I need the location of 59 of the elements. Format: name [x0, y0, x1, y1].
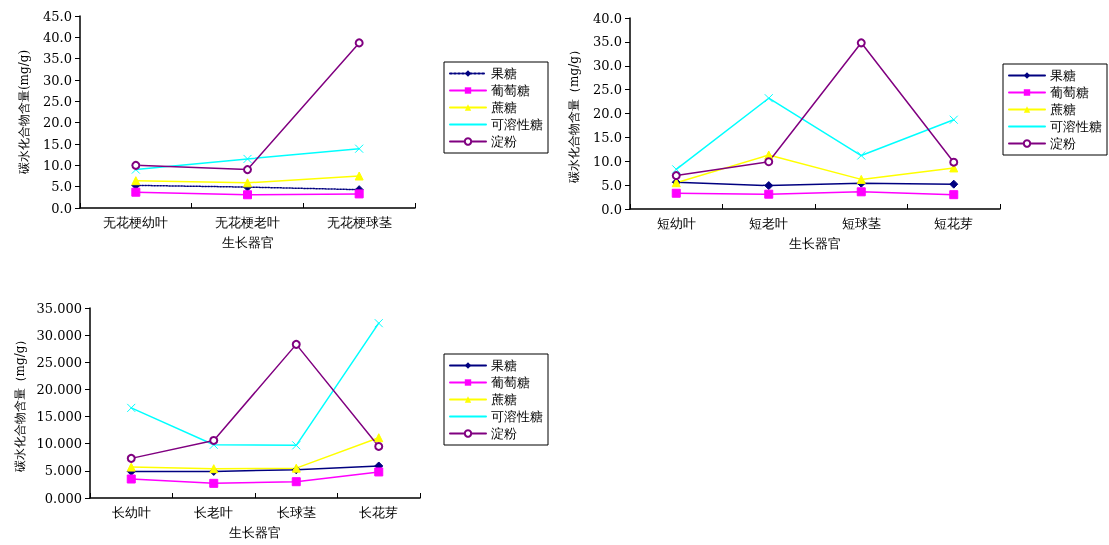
x-tick-label: 无花梗球茎	[326, 215, 392, 230]
legend-label: 葡萄糖	[1050, 85, 1089, 100]
y-tick-label: 20.000	[36, 381, 82, 397]
y-tick-label: 30.0	[43, 72, 72, 88]
y-tick-label: 5.000	[44, 463, 82, 479]
legend-label: 果糖	[491, 66, 517, 81]
x-tick-label: 长老叶	[194, 505, 234, 520]
legend-label: 淀粉	[491, 134, 517, 149]
y-tick-label: 35.0	[593, 34, 622, 50]
y-tick-label: 10.000	[36, 436, 82, 452]
x-tick-label: 短球茎	[841, 216, 881, 231]
y-tick-label: 10.0	[593, 153, 622, 169]
x-tick-label: 短幼叶	[656, 216, 696, 231]
y-tick-label: 40.0	[43, 29, 72, 45]
x-tick-label: 短花芽	[934, 216, 974, 231]
y-tick-label: 35.000	[36, 300, 82, 316]
x-tick-label: 长球茎	[276, 505, 316, 520]
y-tick-label: 15.000	[36, 409, 82, 425]
y-tick-label: 25.0	[593, 82, 622, 98]
legend-label: 淀粉	[491, 426, 517, 441]
legend-label: 可溶性糖	[491, 409, 543, 424]
x-tick-label: 长幼叶	[111, 505, 151, 520]
y-tick-label: 10.0	[43, 157, 72, 173]
x-tick-label: 短老叶	[749, 216, 789, 231]
y-tick-label: 20.0	[43, 115, 72, 131]
y-tick-label: 40.0	[593, 10, 622, 26]
y-tick-label: 15.0	[593, 129, 622, 145]
y-tick-label: 0.000	[44, 490, 82, 506]
legend-label: 淀粉	[1050, 136, 1076, 151]
x-axis-title: 生长器官	[221, 235, 274, 250]
y-tick-label: 15.0	[43, 136, 72, 152]
y-tick-label: 30.000	[36, 327, 82, 343]
y-tick-label: 20.0	[593, 106, 622, 121]
y-tick-label: 25.0	[43, 93, 72, 109]
y-axis-title: 碳水化合物含量（mg/g）	[567, 44, 581, 184]
y-tick-label: 35.0	[43, 51, 72, 67]
legend-label: 蔗糖	[491, 392, 517, 407]
x-axis-title: 生长器官	[789, 236, 841, 251]
legend-label: 蔗糖	[491, 100, 517, 115]
x-tick-label: 无花梗老叶	[215, 215, 280, 230]
y-tick-label: 25.000	[36, 354, 82, 370]
y-tick-label: 45.0	[43, 8, 72, 24]
legend-label: 葡萄糖	[491, 83, 530, 98]
legend-label: 葡萄糖	[491, 375, 530, 390]
legend-label: 果糖	[491, 358, 517, 373]
x-tick-label: 无花梗幼叶	[103, 215, 169, 230]
y-tick-label: 5.0	[601, 177, 622, 193]
legend-label: 果糖	[1050, 68, 1076, 83]
legend-label: 蔗糖	[1050, 102, 1076, 117]
y-axis-title: 碳水化合物含量（mg/g）	[12, 333, 27, 474]
y-axis-title: 碳水化合物含量(mg/g)	[17, 49, 31, 176]
y-tick-label: 0.0	[51, 200, 72, 216]
legend-label: 可溶性糖	[491, 117, 543, 132]
y-tick-label: 0.0	[601, 201, 622, 217]
y-tick-label: 30.0	[593, 58, 622, 74]
x-tick-label: 长花芽	[359, 505, 399, 520]
x-axis-title: 生长器官	[229, 525, 281, 540]
y-tick-label: 5.0	[51, 179, 72, 195]
legend-label: 可溶性糖	[1050, 119, 1102, 134]
